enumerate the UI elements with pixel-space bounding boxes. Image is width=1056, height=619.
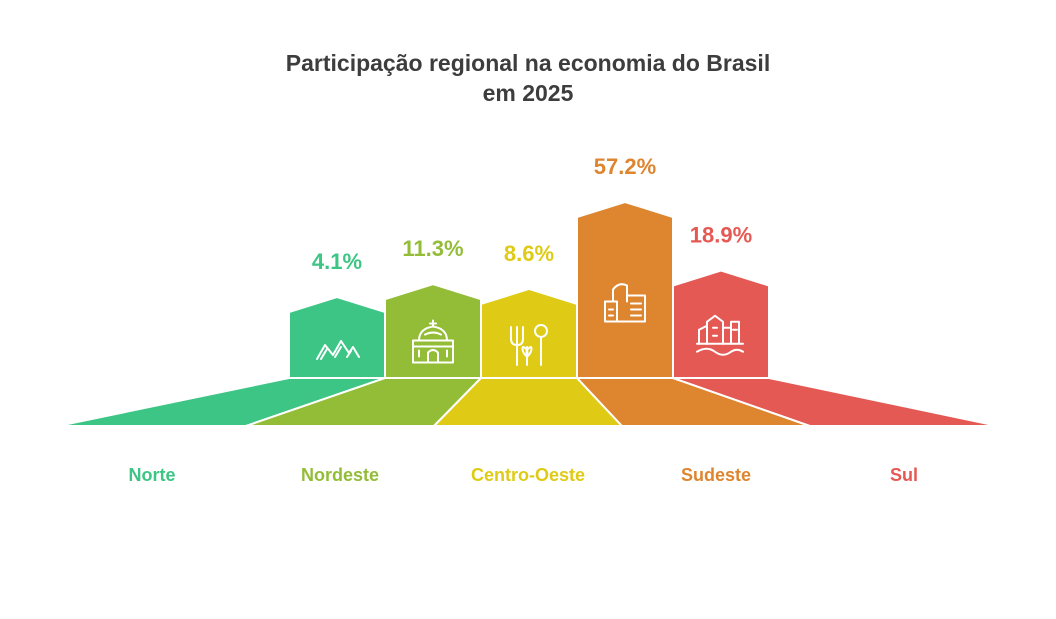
value-label-sudeste: 57.2%	[594, 154, 656, 179]
value-label-nordeste: 11.3%	[402, 236, 463, 261]
category-label-centro-oeste: Centro-Oeste	[471, 465, 585, 485]
category-label-sudeste: Sudeste	[681, 465, 751, 485]
category-label-nordeste: Nordeste	[301, 465, 379, 485]
chart-title-line-1: Participação regional na economia do Bra…	[285, 50, 771, 76]
bar-icons	[316, 283, 744, 366]
mountains-icon	[316, 340, 360, 360]
value-label-centro-oeste: 8.6%	[504, 241, 554, 266]
category-label-sul: Sul	[890, 465, 918, 485]
value-label-sul: 18.9%	[690, 223, 752, 248]
cathedral-icon	[412, 319, 454, 364]
category-label-norte: Norte	[128, 465, 175, 485]
value-label-norte: 4.1%	[312, 249, 362, 274]
bar-sul	[672, 269, 770, 379]
bar-norte	[288, 296, 386, 379]
bars	[288, 201, 770, 379]
agriculture-icon	[510, 323, 548, 366]
city-icon	[696, 314, 744, 356]
bar-sudeste	[576, 201, 674, 379]
category-labels: Norte Nordeste Centro-Oeste Sudeste Sul	[128, 465, 918, 485]
value-labels: 4.1% 11.3% 8.6% 57.2% 18.9%	[312, 154, 752, 274]
bar-nordeste	[384, 283, 482, 379]
chart-title-line-2: em 2025	[482, 80, 574, 106]
industry-icon	[604, 283, 646, 323]
chart-title: Participação regional na economia do Bra…	[0, 48, 1056, 108]
floor-fan	[57, 377, 999, 427]
bar-centro-oeste	[480, 287, 578, 379]
